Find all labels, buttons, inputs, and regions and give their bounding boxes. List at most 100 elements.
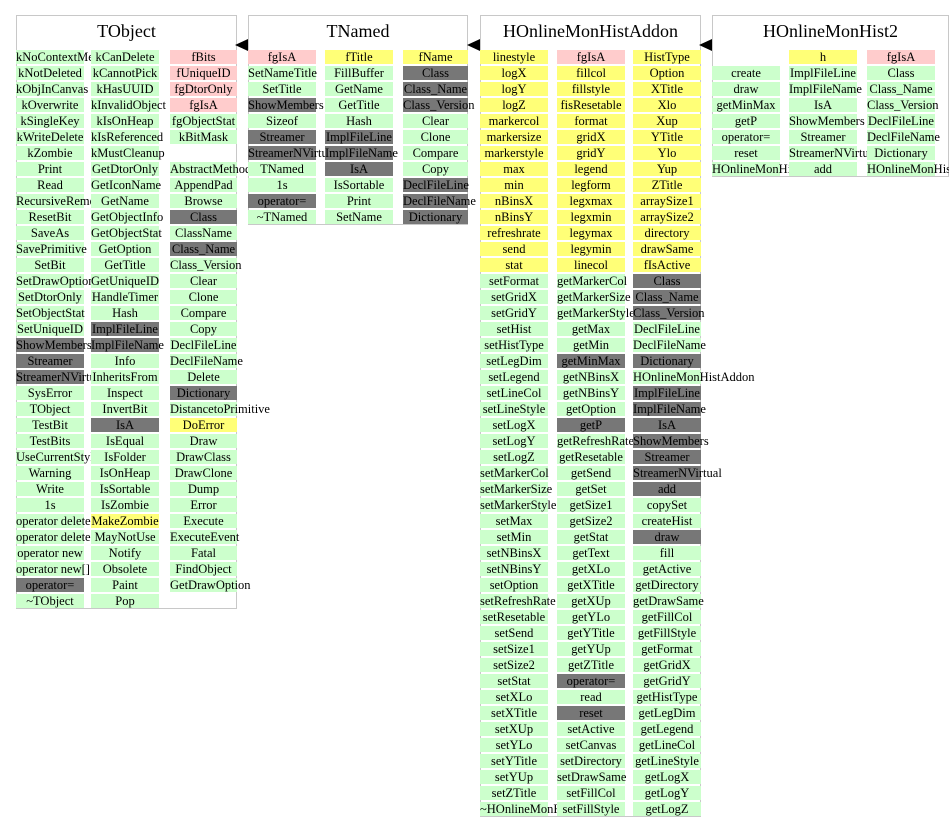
member-getgridy: getGridY bbox=[633, 674, 701, 688]
member-print: Print bbox=[325, 194, 393, 208]
member-1s: 1s bbox=[16, 498, 84, 512]
member-fgdtoronly: fgDtorOnly bbox=[170, 82, 237, 96]
member-getoption: getOption bbox=[557, 402, 625, 416]
member-fillcol: fillcol bbox=[557, 66, 625, 80]
member-setdrawoption: SetDrawOption bbox=[16, 274, 95, 288]
member-setdtoronly: SetDtorOnly bbox=[16, 290, 84, 304]
member-max: max bbox=[480, 162, 548, 176]
member-distancetoprimitive: DistancetoPrimitive bbox=[170, 402, 270, 416]
member-operator-new: operator new bbox=[16, 546, 84, 560]
member-ztitle: ZTitle bbox=[633, 178, 701, 192]
member-class-version: Class_Version bbox=[867, 98, 939, 112]
member-getp: getP bbox=[557, 418, 625, 432]
member-knotdeleted: kNotDeleted bbox=[16, 66, 84, 80]
member-xup: Xup bbox=[633, 114, 701, 128]
member-linecol: linecol bbox=[557, 258, 625, 272]
member-obsolete: Obsolete bbox=[91, 562, 159, 576]
member-getmarkersize: getMarkerSize bbox=[557, 290, 631, 304]
member-dictionary: Dictionary bbox=[170, 386, 237, 400]
member-invertbit: InvertBit bbox=[91, 402, 159, 416]
member-streamernvirtual: StreamerNVirtual bbox=[789, 146, 878, 160]
member-resetbit: ResetBit bbox=[16, 210, 84, 224]
member-fisresetable: fisResetable bbox=[557, 98, 625, 112]
inheritance-arrow bbox=[235, 39, 248, 51]
member-streamer: Streamer bbox=[789, 130, 857, 144]
member-notify: Notify bbox=[91, 546, 159, 560]
member-declfilename: DeclFileName bbox=[403, 194, 476, 208]
member-isa: IsA bbox=[633, 418, 701, 432]
member-create: create bbox=[712, 66, 780, 80]
member-arraysize2: arraySize2 bbox=[633, 210, 701, 224]
member-reset: reset bbox=[557, 706, 625, 720]
member-geticonname: GetIconName bbox=[91, 178, 162, 192]
member-logx: logX bbox=[480, 66, 548, 80]
member-getxlo: getXLo bbox=[557, 562, 625, 576]
member-setstat: setStat bbox=[480, 674, 548, 688]
member-gettitle: GetTitle bbox=[91, 258, 159, 272]
member-implfileline: ImplFileLine bbox=[325, 130, 393, 144]
member-setxup: setXUp bbox=[480, 722, 548, 736]
member-dictionary: Dictionary bbox=[403, 210, 468, 224]
member-getylo: getYLo bbox=[557, 610, 625, 624]
member-clear: Clear bbox=[403, 114, 468, 128]
class-title: HOnlineMonHistAddon bbox=[480, 15, 701, 45]
member-linestyle: linestyle bbox=[480, 50, 548, 64]
member-isonheap: IsOnHeap bbox=[91, 466, 159, 480]
member-yup: Yup bbox=[633, 162, 701, 176]
member-operator: operator= bbox=[248, 194, 316, 208]
member-getset: getSet bbox=[557, 482, 625, 496]
member-kwritedelete: kWriteDelete bbox=[16, 130, 84, 144]
member-classname: ClassName bbox=[170, 226, 237, 240]
member-showmembers: ShowMembers bbox=[789, 114, 865, 128]
member-ksinglekey: kSingleKey bbox=[16, 114, 84, 128]
member-setbit: SetBit bbox=[16, 258, 84, 272]
member-fbits: fBits bbox=[170, 50, 237, 64]
member-fillbuffer: FillBuffer bbox=[325, 66, 393, 80]
member-class-name: Class_Name bbox=[170, 242, 237, 256]
member-browse: Browse bbox=[170, 194, 237, 208]
member-gridx: gridX bbox=[557, 130, 625, 144]
member-implfileline: ImplFileLine bbox=[633, 386, 701, 400]
member-setmin: setMin bbox=[480, 530, 548, 544]
member-kzombie: kZombie bbox=[16, 146, 84, 160]
member-getxtitle: getXTitle bbox=[557, 578, 625, 592]
member-funiqueid: fUniqueID bbox=[170, 66, 237, 80]
member-sethisttype: setHistType bbox=[480, 338, 548, 352]
member-dictionary: Dictionary bbox=[867, 146, 935, 160]
member-makezombie: MakeZombie bbox=[91, 514, 159, 528]
member-kisonheap: kIsOnHeap bbox=[91, 114, 159, 128]
member-issortable: IsSortable bbox=[325, 178, 393, 192]
member-format: format bbox=[557, 114, 625, 128]
member-tobject: TObject bbox=[16, 402, 84, 416]
member-setdrawsame: setDrawSame bbox=[557, 770, 627, 784]
member-getlegdim: getLegDim bbox=[633, 706, 701, 720]
member-delete: Delete bbox=[170, 370, 237, 384]
member-knocontextmenu: kNoContextMenu bbox=[16, 50, 107, 64]
member-kinvalidobject: kInvalidObject bbox=[91, 98, 166, 112]
member-isa: IsA bbox=[789, 98, 857, 112]
member-setxtitle: setXTitle bbox=[480, 706, 548, 720]
member-fgobjectstat: fgObjectStat bbox=[170, 114, 237, 128]
member-markerstyle: markerstyle bbox=[480, 146, 548, 160]
member-directory: directory bbox=[633, 226, 701, 240]
member-add: add bbox=[633, 482, 701, 496]
member-class: Class bbox=[403, 66, 468, 80]
member-class-version: Class_Version bbox=[170, 258, 242, 272]
member-setmarkerstyle: setMarkerStyle bbox=[480, 498, 557, 512]
member-getlogx: getLogX bbox=[633, 770, 701, 784]
member-getobjectstat: GetObjectStat bbox=[91, 226, 162, 240]
member-maynotuse: MayNotUse bbox=[91, 530, 159, 544]
member-logy: logY bbox=[480, 82, 548, 96]
member-markercol: markercol bbox=[480, 114, 548, 128]
member-getdrawsame: getDrawSame bbox=[633, 594, 704, 608]
member-clear: Clear bbox=[170, 274, 237, 288]
member-isa: IsA bbox=[91, 418, 159, 432]
member-drawclass: DrawClass bbox=[170, 450, 237, 464]
member-getlogz: getLogZ bbox=[633, 802, 701, 816]
member-send: send bbox=[480, 242, 548, 256]
member-syserror: SysError bbox=[16, 386, 84, 400]
member-getlinestyle: getLineStyle bbox=[633, 754, 701, 768]
member-class-version: Class_Version bbox=[403, 98, 475, 112]
member-implfilename: ImplFileName bbox=[789, 82, 862, 96]
member-min: min bbox=[480, 178, 548, 192]
